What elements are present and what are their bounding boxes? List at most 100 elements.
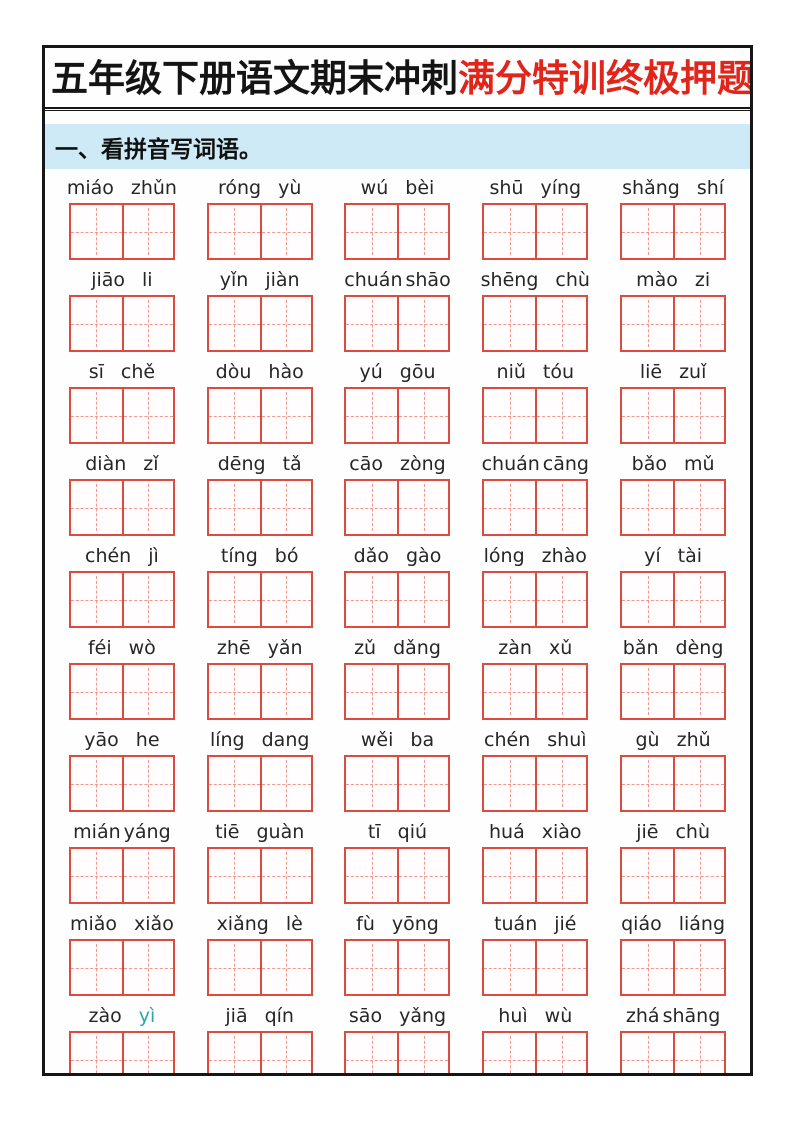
tianzige-writing-cell bbox=[535, 941, 587, 995]
pinyin-syllable: chén bbox=[484, 729, 531, 752]
writing-box-pair bbox=[206, 1031, 313, 1073]
pinyin-syllable: tài bbox=[677, 545, 703, 568]
tianzige-writing-cell bbox=[535, 205, 587, 259]
pinyin-syllable: zào bbox=[88, 1005, 122, 1028]
pinyin-syllable: jiē bbox=[636, 821, 659, 844]
pinyin-syllable: dǎng bbox=[393, 637, 441, 660]
pinyin-syllable: hào bbox=[268, 361, 304, 384]
writing-box-pair bbox=[206, 571, 313, 629]
word-entry: zhē yǎn bbox=[191, 636, 329, 727]
writing-box-pair bbox=[206, 663, 313, 721]
writing-box-pair bbox=[206, 203, 313, 261]
tianzige-writing-cell bbox=[70, 481, 122, 534]
tianzige-writing-cell bbox=[622, 665, 674, 718]
tianzige-writing-cell bbox=[622, 1033, 674, 1073]
pinyin-syllable: zhǔn bbox=[130, 177, 177, 200]
tianzige-writing-cell bbox=[673, 481, 725, 535]
writing-box-pair bbox=[620, 387, 727, 445]
pinyin-syllable: huì bbox=[498, 1005, 528, 1028]
pinyin-label: chén shuì bbox=[484, 730, 587, 752]
word-entry: gù zhǔ bbox=[604, 728, 742, 819]
pinyin-syllable: yāo bbox=[84, 729, 119, 752]
tianzige-writing-cell bbox=[259, 389, 311, 443]
word-entry: xiǎng lè bbox=[191, 912, 329, 1003]
pinyin-label: cāo zòng bbox=[349, 454, 445, 476]
pinyin-label: tíng bó bbox=[221, 546, 299, 568]
writing-box-pair bbox=[620, 1031, 727, 1073]
pinyin-syllable: shí bbox=[696, 177, 725, 200]
tianzige-writing-cell bbox=[622, 389, 674, 442]
tianzige-writing-cell bbox=[346, 941, 398, 994]
writing-box-pair bbox=[620, 755, 727, 813]
pinyin-label: zhá shāng bbox=[626, 1006, 720, 1028]
word-entry: yǐn jiàn bbox=[191, 268, 329, 359]
pinyin-syllable: lóng bbox=[483, 545, 525, 568]
pinyin-label: xiǎng lè bbox=[217, 914, 303, 936]
pinyin-label: wěi ba bbox=[361, 730, 434, 752]
writing-box-pair bbox=[482, 847, 589, 905]
tianzige-writing-cell bbox=[208, 389, 260, 442]
pinyin-syllable: bó bbox=[274, 545, 299, 568]
pinyin-syllable: jiàn bbox=[265, 269, 300, 292]
pinyin-label: tiē guàn bbox=[215, 822, 304, 844]
tianzige-writing-cell bbox=[622, 941, 674, 994]
tianzige-writing-cell bbox=[484, 573, 536, 626]
word-entry: féi wò bbox=[53, 636, 191, 727]
writing-box-pair bbox=[206, 295, 313, 353]
word-entry: huì wù bbox=[466, 1004, 604, 1073]
pinyin-syllable: dang bbox=[261, 729, 310, 752]
tianzige-writing-cell bbox=[70, 573, 122, 626]
tianzige-writing-cell bbox=[535, 849, 587, 903]
pinyin-syllable: zuǐ bbox=[679, 361, 707, 384]
tianzige-writing-cell bbox=[346, 481, 398, 534]
pinyin-syllable: zòng bbox=[400, 453, 446, 476]
pinyin-syllable: xǔ bbox=[548, 637, 573, 660]
word-entry: bǎn dèng bbox=[604, 636, 742, 727]
tianzige-writing-cell bbox=[259, 481, 311, 535]
tianzige-writing-cell bbox=[484, 205, 536, 258]
tianzige-writing-cell bbox=[673, 757, 725, 811]
pinyin-syllable: bèi bbox=[405, 177, 435, 200]
word-entry: yāo he bbox=[53, 728, 191, 819]
tianzige-writing-cell bbox=[397, 757, 449, 811]
writing-box-pair bbox=[344, 939, 451, 997]
pinyin-syllable: miáo bbox=[66, 177, 114, 200]
pinyin-label: tuán jié bbox=[494, 914, 576, 936]
pinyin-syllable: qiáo bbox=[621, 913, 662, 936]
pinyin-syllable: shǎng bbox=[622, 177, 680, 200]
pinyin-syllable: yǎng bbox=[399, 1005, 447, 1028]
tianzige-writing-cell bbox=[70, 757, 122, 810]
word-entry: líng dang bbox=[191, 728, 329, 819]
word-entry: chuán shāo bbox=[329, 268, 467, 359]
tianzige-writing-cell bbox=[535, 665, 587, 719]
pinyin-syllable: chù bbox=[675, 821, 710, 844]
tianzige-writing-cell bbox=[397, 389, 449, 443]
word-entry: mián yáng bbox=[53, 820, 191, 911]
pinyin-syllable: yíng bbox=[540, 177, 582, 200]
pinyin-label: bǎo mǔ bbox=[632, 454, 715, 476]
tianzige-writing-cell bbox=[535, 481, 587, 535]
tianzige-writing-cell bbox=[70, 665, 122, 718]
pinyin-label: lóng zhào bbox=[484, 546, 587, 568]
pinyin-syllable: chě bbox=[120, 361, 156, 384]
pinyin-syllable: zhǔ bbox=[676, 729, 711, 752]
pinyin-syllable: li bbox=[142, 269, 153, 292]
tianzige-writing-cell bbox=[484, 849, 536, 902]
pinyin-syllable: wù bbox=[544, 1005, 573, 1028]
word-entry: mào zi bbox=[604, 268, 742, 359]
tianzige-writing-cell bbox=[346, 1033, 398, 1073]
tianzige-writing-cell bbox=[397, 481, 449, 535]
pinyin-label: féi wò bbox=[88, 638, 156, 660]
writing-box-pair bbox=[206, 479, 313, 537]
pinyin-label: dēng tǎ bbox=[218, 454, 302, 476]
writing-box-pair bbox=[68, 1031, 175, 1073]
pinyin-label: niǔ tóu bbox=[497, 362, 575, 384]
tianzige-writing-cell bbox=[346, 757, 398, 810]
pinyin-label: líng dang bbox=[210, 730, 309, 752]
page-frame: 五年级下册语文期末冲刺满分特训终极押题 一、看拼音写词语。 miáo zhǔn ró… bbox=[42, 45, 753, 1076]
word-entry: dòu hào bbox=[191, 360, 329, 451]
pinyin-syllable: tuán bbox=[494, 913, 538, 936]
pinyin-label: shēng chù bbox=[481, 270, 590, 292]
word-entry: tiē guàn bbox=[191, 820, 329, 911]
